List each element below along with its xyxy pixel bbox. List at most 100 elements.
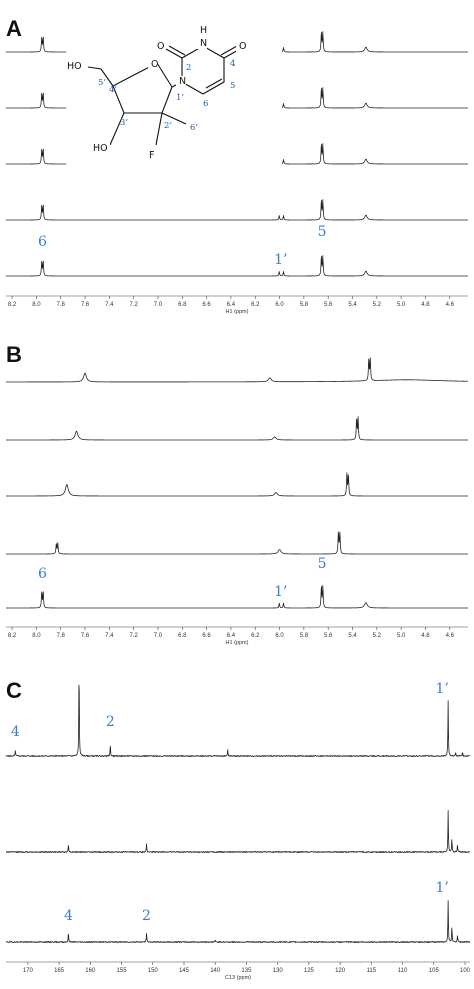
locant-label: 3’ — [120, 118, 128, 128]
c3-prime-oh-bond — [109, 112, 125, 146]
locant-label: 4’ — [109, 85, 117, 95]
panel-c-spectra: 170 165 160 155 150 145 140 135 130 125 120 115 110 1… — [5, 681, 471, 981]
atom-backdrop — [66, 61, 84, 72]
panel-c-peak-label: 2 — [142, 908, 151, 924]
atom-label: HO — [67, 61, 82, 72]
panel-b-tick-label: 5.0 — [397, 633, 406, 639]
panel-b-peak-label: 5 — [318, 556, 327, 572]
panel-b-tick-label: 7.6 — [81, 633, 90, 639]
panel-a-tick-label: 6.0 — [275, 302, 284, 308]
panel-c-peak-label: 2 — [106, 714, 115, 730]
panel-b-tick-label: 7.0 — [154, 633, 163, 639]
panel-c-tick-label: 115 — [367, 968, 377, 974]
c2-prime-f-bond — [155, 112, 163, 146]
panel-a-tick-label: 7.2 — [129, 302, 138, 308]
panel-c-tick-label: 125 — [304, 968, 315, 974]
panel-b-axis-title: H1 (ppm) — [226, 640, 249, 646]
locant-label: 5’ — [98, 78, 106, 88]
panel-a-tick-label: 8.0 — [32, 302, 41, 308]
atom-backdrop — [92, 143, 110, 154]
panel-letter-b: B — [6, 342, 22, 367]
panel-b-tick-label: 7.8 — [57, 633, 66, 639]
panel-b-spectrum-trace — [5, 585, 469, 609]
panel-c-tick-label: 160 — [85, 968, 96, 974]
atom-label: H — [200, 25, 207, 36]
panel-b-tick-label: 6.6 — [202, 633, 211, 639]
panel-c-peak-label: 1’ — [435, 681, 448, 697]
panel-c-peak-label: 4 — [64, 908, 73, 924]
panel-letter-c: C — [6, 678, 22, 703]
panel-b-peak-label: 6 — [38, 566, 47, 582]
panel-a-tick-label: 5.8 — [300, 302, 309, 308]
panel-c-tick-label: 145 — [179, 968, 190, 974]
panel-c-peak-label: 4 — [11, 724, 20, 740]
atom-label: N — [200, 38, 207, 49]
panel-a-spectrum-trace — [5, 255, 469, 277]
panel-c-tick-label: 170 — [23, 968, 34, 974]
panel-a-axis-title: H1 (ppm) — [226, 309, 249, 315]
atom-label: N — [179, 76, 186, 87]
panel-c-axis-title: C13 (ppm) — [225, 975, 251, 981]
atom-label: O — [157, 41, 164, 52]
c5-prime-chain — [87, 66, 114, 87]
atom-label: O — [239, 41, 246, 52]
atom-backdrop — [236, 41, 246, 52]
panel-c-tick-label: 100 — [460, 968, 471, 974]
panel-c-spectrum-trace — [5, 810, 471, 853]
panel-c-tick-label: 150 — [148, 968, 159, 974]
atom-backdrop — [197, 25, 207, 36]
locant-label: 5 — [230, 81, 235, 91]
panel-a-tick-label: 7.8 — [57, 302, 66, 308]
panel-c-tick-label: 135 — [241, 968, 252, 974]
atom-backdrop — [146, 150, 156, 161]
panel-b-spectrum-trace — [5, 416, 469, 441]
panel-b-spectrum-trace — [5, 357, 469, 383]
panel-a-peak-label: 1’ — [274, 252, 287, 268]
panel-b-tick-label: 4.8 — [421, 633, 430, 639]
panel-b-tick-label: 4.6 — [446, 633, 455, 639]
panel-b-tick-label: 6.8 — [178, 633, 187, 639]
atom-backdrop — [154, 41, 164, 52]
panel-b-tick-label: 5.8 — [300, 633, 309, 639]
locant-label: 1’ — [176, 93, 184, 103]
panel-a-tick-label: 7.0 — [154, 302, 163, 308]
panel-c-tick-label: 130 — [273, 968, 284, 974]
panel-b-tick-label: 6.4 — [227, 633, 236, 639]
panel-a-tick-label: 4.6 — [446, 302, 455, 308]
c2-prime-methyl-bond — [161, 112, 187, 125]
locant-label: 6’ — [190, 123, 198, 133]
panel-c-tick-label: 140 — [210, 968, 221, 974]
panel-b-tick-label: 7.2 — [129, 633, 138, 639]
panel-c-spectrum-trace — [5, 684, 471, 757]
c5-c6-double-bond — [205, 78, 223, 89]
locant-label: 4 — [230, 59, 235, 69]
panel-c-tick-label: 120 — [335, 968, 346, 974]
atom-label: O — [151, 59, 158, 70]
c2-carbonyl-bond — [165, 45, 186, 59]
panel-a-peak-label: 5 — [318, 224, 327, 240]
panel-b-spectra: 8.2 8.0 7.8 7.6 7.4 7.2 7.0 6.8 6.6 6.4 6.2 6.0 5.8 5… — [5, 357, 469, 646]
panel-b-tick-label: 6.0 — [275, 633, 284, 639]
panel-a-tick-label: 6.4 — [227, 302, 236, 308]
atom-backdrop — [197, 38, 207, 49]
atom-backdrop — [148, 59, 158, 70]
panel-a-spectrum-trace — [5, 199, 469, 221]
atom-backdrop — [176, 76, 186, 87]
panel-b-spectrum-trace — [5, 531, 469, 555]
panel-b-peak-label: 1’ — [274, 584, 287, 600]
panel-a-tick-label: 6.6 — [202, 302, 211, 308]
panel-letter-a: A — [6, 16, 22, 41]
panel-b-tick-label: 7.4 — [105, 633, 114, 639]
panel-a-tick-label: 5.6 — [324, 302, 333, 308]
panel-c-spectrum-trace — [5, 900, 471, 943]
panel-a-tick-label: 7.6 — [81, 302, 90, 308]
panel-b-spectrum-trace — [5, 472, 469, 497]
panel-a-tick-label: 5.4 — [348, 302, 357, 308]
panel-c-tick-label: 155 — [117, 968, 128, 974]
atom-label: HO — [93, 143, 108, 154]
locant-label: 2’ — [164, 121, 172, 131]
panel-a-peak-label: 6 — [38, 234, 47, 250]
panel-b-tick-label: 5.6 — [324, 633, 333, 639]
